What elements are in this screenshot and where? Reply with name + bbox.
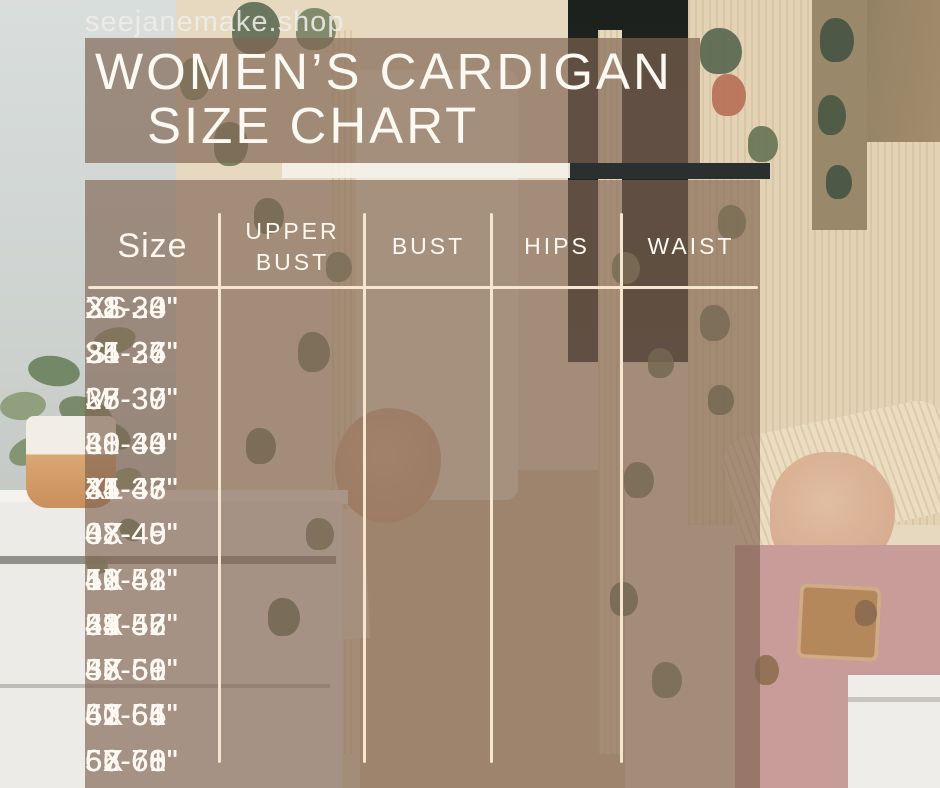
table-row: S 31-34" 34-36" 34-36" 25-27" [85,335,760,380]
hips-value: 47-49" [85,516,179,552]
waist-value: 57-61" [85,742,179,778]
column-header-waist: WAIST [647,233,735,260]
bust-value: 31-33" [85,290,179,325]
waist-value: 25-27" [85,335,179,371]
upper-bust-value: 62-66" [85,742,179,778]
bust-value: 34-36" [85,335,179,371]
waist-value: 41-43" [85,561,179,597]
print-motif [700,28,742,74]
waist-value: 28-30" [85,380,179,416]
tv-bottom-edge [570,163,770,179]
waist-value: 52-56" [85,697,179,733]
shelf-highlight [282,163,577,178]
size-label: 2X [85,606,124,642]
table-row: 0X 43-45" 47-49" 47-49" 38-40" [85,516,760,561]
table-row: 2X 49-52" 51-55" 53-56" 44-47" [85,607,760,652]
size-label: 0X [85,516,124,552]
page-title-line2: SIZE CHART [147,97,480,154]
print-motif [748,126,778,162]
column-divider-line [490,213,493,763]
brand-url-text: seejanemake.shop [85,6,345,38]
size-chart-table: Size UPPER BUST BUST HIPS WAIST XS 28-30"… [85,180,760,788]
waist-value: 44-47" [85,606,179,642]
hips-value: 31-33" [85,290,179,325]
waist-value: 38-40" [85,516,179,552]
upper-bust-value: 57-61" [85,697,179,733]
upper-bust-value: 28-30" [85,290,179,325]
hips-value: 66-70" [85,742,179,778]
column-divider-line [363,213,366,763]
size-label: XS [85,290,128,325]
upper-bust-value: 31-34" [85,335,179,371]
upper-bust-value: 35-37" [85,380,179,416]
upper-bust-value: 43-45" [85,516,179,552]
upper-bust-value: 49-52" [85,606,179,642]
bust-value: 44-47" [85,471,179,507]
column-header-size: Size [117,227,188,266]
hips-value: 61-65" [85,697,179,733]
table-row: XL 41-43" 44-47" 44-46" 35-37" [85,471,760,516]
table-row: M 35-37" 37-39" 37-39" 28-30" [85,381,760,426]
column-header-hips: HIPS [524,233,590,260]
table-row: 3X 53-56" 56-59" 57-60" 48-51" [85,652,760,697]
print-motif-watering-can [712,74,746,116]
size-label: 1X [85,561,124,597]
size-label: M [85,380,112,416]
waist-value: 31-34" [85,425,179,461]
table-row: 5X 62-66" 65-68" 66-70" 57-61" [85,743,760,788]
waist-value: 48-51" [85,652,179,688]
size-label: 3X [85,652,124,688]
print-motif [855,600,877,626]
page-title-line1: WOMEN’S CARDIGAN [95,43,673,100]
column-divider-line [620,213,623,763]
hips-value: 57-60" [85,652,179,688]
table-header-row: Size UPPER BUST BUST HIPS WAIST [85,208,760,286]
drawer-seam [848,697,940,702]
table-row: 1X 46-48" 49-51" 50-52" 41-43" [85,562,760,607]
table-row: L 38-40" 40-43" 40-43" 31-34" [85,426,760,471]
bust-value: 40-43" [85,425,179,461]
upper-bust-value: 46-48" [85,561,179,597]
hips-value: 53-56" [85,606,179,642]
column-header-upper-bust: UPPER BUST [245,217,340,275]
size-label: 4X [85,697,124,733]
table-row: XS 28-30" 31-33" 31-33" 22-24" [85,290,760,335]
column-divider-line [218,213,221,763]
hips-value: 34-36" [85,335,179,371]
header-divider-line [88,286,758,289]
table-body: XS 28-30" 31-33" 31-33" 22-24" S 31-34" 34-36"… [85,290,760,788]
bust-value: 49-51" [85,561,179,597]
title-band: WOMEN’S CARDIGAN SIZE CHART [85,38,700,163]
upper-bust-value: 53-56" [85,652,179,688]
waist-value: 35-37" [85,471,179,507]
bust-value: 51-55" [85,606,179,642]
hips-value: 50-52" [85,561,179,597]
print-motif [826,165,852,199]
size-label: XL [85,471,124,507]
bust-value: 65-68" [85,742,179,778]
hips-value: 44-46" [85,471,179,507]
bust-value: 56-59" [85,652,179,688]
upper-bust-value: 38-40" [85,425,179,461]
print-motif [818,95,846,135]
column-header-bust: BUST [391,233,466,260]
size-label: 5X [85,742,124,778]
hips-value: 37-39" [85,380,179,416]
size-label: S [85,335,107,371]
bust-value: 47-49" [85,516,179,552]
bust-value: 60-64" [85,697,179,733]
print-motif [820,18,854,62]
waist-value: 22-24" [85,290,179,325]
drawer-bottom-right [848,675,940,788]
table-row: 4X 57-61" 60-64" 61-65" 52-56" [85,697,760,742]
hips-value: 40-43" [85,425,179,461]
upper-bust-value: 41-43" [85,471,179,507]
size-label: L [85,425,103,461]
bust-value: 37-39" [85,380,179,416]
